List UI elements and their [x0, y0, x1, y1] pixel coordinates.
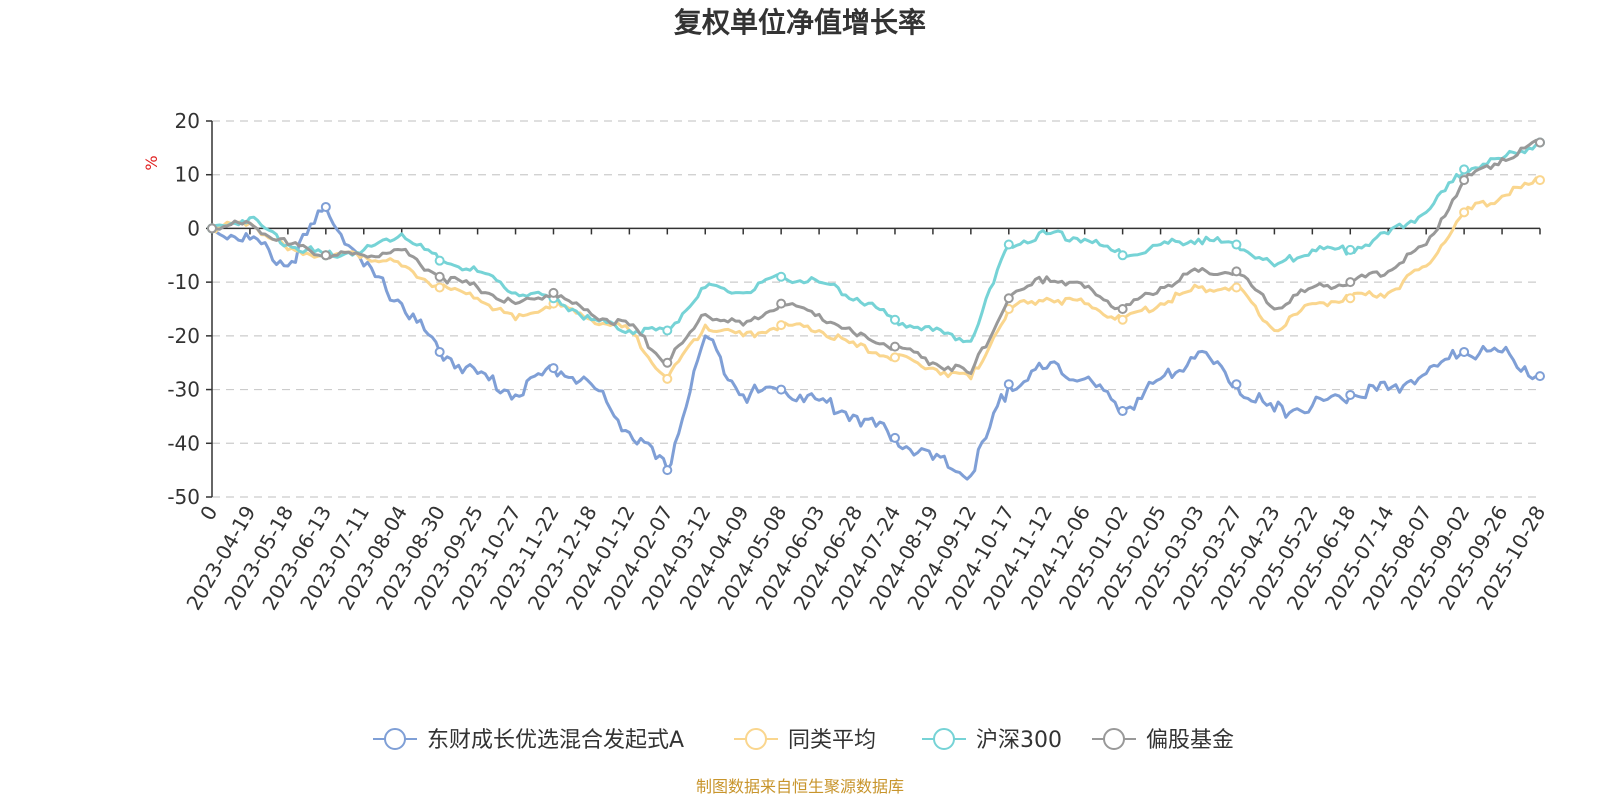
- data-point: [1231, 379, 1242, 390]
- data-point: [1117, 314, 1128, 325]
- data-point: [1459, 175, 1470, 186]
- y-tick-label: -30: [167, 378, 200, 402]
- legend-marker: [1103, 728, 1125, 750]
- data-point: [776, 384, 787, 395]
- gridlines: [212, 120, 1540, 498]
- y-tick-label: -20: [167, 324, 200, 348]
- data-point: [1535, 137, 1545, 148]
- data-point: [662, 325, 673, 336]
- data-point: [889, 314, 900, 325]
- data-point: [1459, 164, 1470, 175]
- data-point: [889, 352, 900, 363]
- data-point: [776, 320, 787, 331]
- data-point: [1117, 250, 1128, 261]
- data-point: [662, 465, 673, 476]
- series-line: [211, 141, 1541, 344]
- data-point: [1345, 277, 1356, 288]
- legend-marker: [384, 728, 406, 750]
- data-point: [889, 341, 900, 352]
- y-tick-labels: 20 10 0 -10 -20 -30 -40 -50: [167, 109, 212, 509]
- data-point: [776, 271, 787, 282]
- legend-label[interactable]: 沪深300: [976, 728, 1062, 753]
- series-line: [211, 138, 1541, 375]
- data-point: [662, 357, 673, 368]
- data-point: [1459, 346, 1470, 357]
- data-point: [1345, 293, 1356, 304]
- data-point: [1535, 175, 1545, 186]
- data-point: [548, 287, 559, 298]
- chart-title: 复权单位净值增长率: [674, 6, 926, 39]
- y-axis-label: %: [142, 155, 161, 170]
- data-point: [1459, 207, 1470, 218]
- legend-label[interactable]: 东财成长优选混合发起式A: [427, 728, 684, 753]
- y-tick-label: 20: [175, 109, 200, 133]
- data-point: [889, 432, 900, 443]
- legend-label[interactable]: 偏股基金: [1146, 728, 1234, 753]
- y-tick-label: -40: [167, 431, 200, 455]
- series-line: [211, 205, 1541, 481]
- series-lines: [207, 137, 1545, 481]
- data-point: [320, 250, 331, 261]
- data-point: [662, 373, 673, 384]
- data-point: [434, 346, 445, 357]
- data-point: [1345, 389, 1356, 400]
- x-tick-label: 0: [195, 502, 222, 525]
- y-tick-label: -10: [167, 270, 200, 294]
- y-tick-label: -50: [167, 485, 200, 509]
- data-point: [1003, 293, 1014, 304]
- axes: [211, 121, 1540, 497]
- data-point: [1345, 244, 1356, 255]
- legend-label[interactable]: 同类平均: [788, 728, 876, 753]
- data-point: [1003, 379, 1014, 390]
- y-tick-label: 10: [175, 163, 200, 187]
- data-point: [320, 201, 331, 212]
- data-point: [1117, 406, 1128, 417]
- data-point: [1231, 239, 1242, 250]
- data-point: [434, 271, 445, 282]
- legend-marker: [745, 728, 767, 750]
- data-point: [548, 363, 559, 374]
- data-point: [434, 255, 445, 266]
- data-point: [1003, 239, 1014, 250]
- legend: 东财成长优选混合发起式A 同类平均 沪深300 偏股基金: [373, 728, 1234, 753]
- data-point: [434, 282, 445, 293]
- series-line: [210, 176, 1541, 381]
- source-note: 制图数据来自恒生聚源数据库: [696, 777, 904, 796]
- data-point: [207, 223, 217, 234]
- legend-marker: [933, 728, 955, 750]
- data-point: [776, 298, 787, 309]
- data-point: [1117, 304, 1128, 314]
- data-point: [1535, 371, 1545, 382]
- data-point: [1231, 282, 1242, 293]
- data-point: [1231, 266, 1242, 277]
- y-tick-label: 0: [187, 216, 200, 240]
